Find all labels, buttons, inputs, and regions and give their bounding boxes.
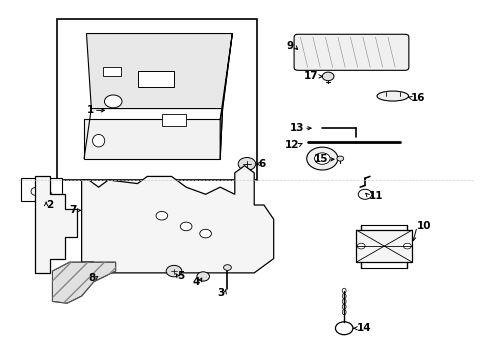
Text: 1: 1 <box>86 105 94 115</box>
Bar <box>162 114 186 126</box>
Text: 17: 17 <box>303 71 318 81</box>
Circle shape <box>166 265 182 277</box>
Circle shape <box>357 243 365 249</box>
Circle shape <box>104 95 122 108</box>
Text: 3: 3 <box>217 288 224 297</box>
Bar <box>137 71 174 87</box>
Ellipse shape <box>376 91 408 101</box>
Circle shape <box>336 156 343 161</box>
Text: 12: 12 <box>284 140 298 150</box>
Circle shape <box>156 211 167 220</box>
Text: 4: 4 <box>192 277 200 287</box>
Circle shape <box>200 229 211 238</box>
Text: 16: 16 <box>410 93 425 103</box>
Text: 15: 15 <box>313 154 327 164</box>
Text: 13: 13 <box>289 123 303 133</box>
Circle shape <box>306 147 337 170</box>
Bar <box>57 19 256 180</box>
Text: 14: 14 <box>356 323 370 333</box>
Bar <box>103 67 120 76</box>
Polygon shape <box>86 33 232 109</box>
Ellipse shape <box>92 134 104 147</box>
Text: 8: 8 <box>88 273 95 283</box>
Text: 9: 9 <box>286 41 293 51</box>
Text: 5: 5 <box>177 271 184 281</box>
Polygon shape <box>220 33 232 158</box>
Text: 2: 2 <box>46 200 53 210</box>
Polygon shape <box>52 262 116 303</box>
Circle shape <box>197 272 209 281</box>
Circle shape <box>403 243 410 249</box>
Bar <box>356 230 411 262</box>
Circle shape <box>238 157 255 170</box>
Bar <box>21 178 62 202</box>
Circle shape <box>180 222 192 231</box>
Text: 7: 7 <box>69 205 77 215</box>
Text: 10: 10 <box>416 221 431 231</box>
FancyBboxPatch shape <box>293 34 408 70</box>
Polygon shape <box>84 119 220 158</box>
Text: 11: 11 <box>368 191 382 201</box>
Polygon shape <box>35 176 77 273</box>
Circle shape <box>322 72 333 81</box>
Polygon shape <box>81 166 273 273</box>
Circle shape <box>314 153 329 164</box>
Text: 6: 6 <box>258 159 265 169</box>
Circle shape <box>223 265 231 270</box>
